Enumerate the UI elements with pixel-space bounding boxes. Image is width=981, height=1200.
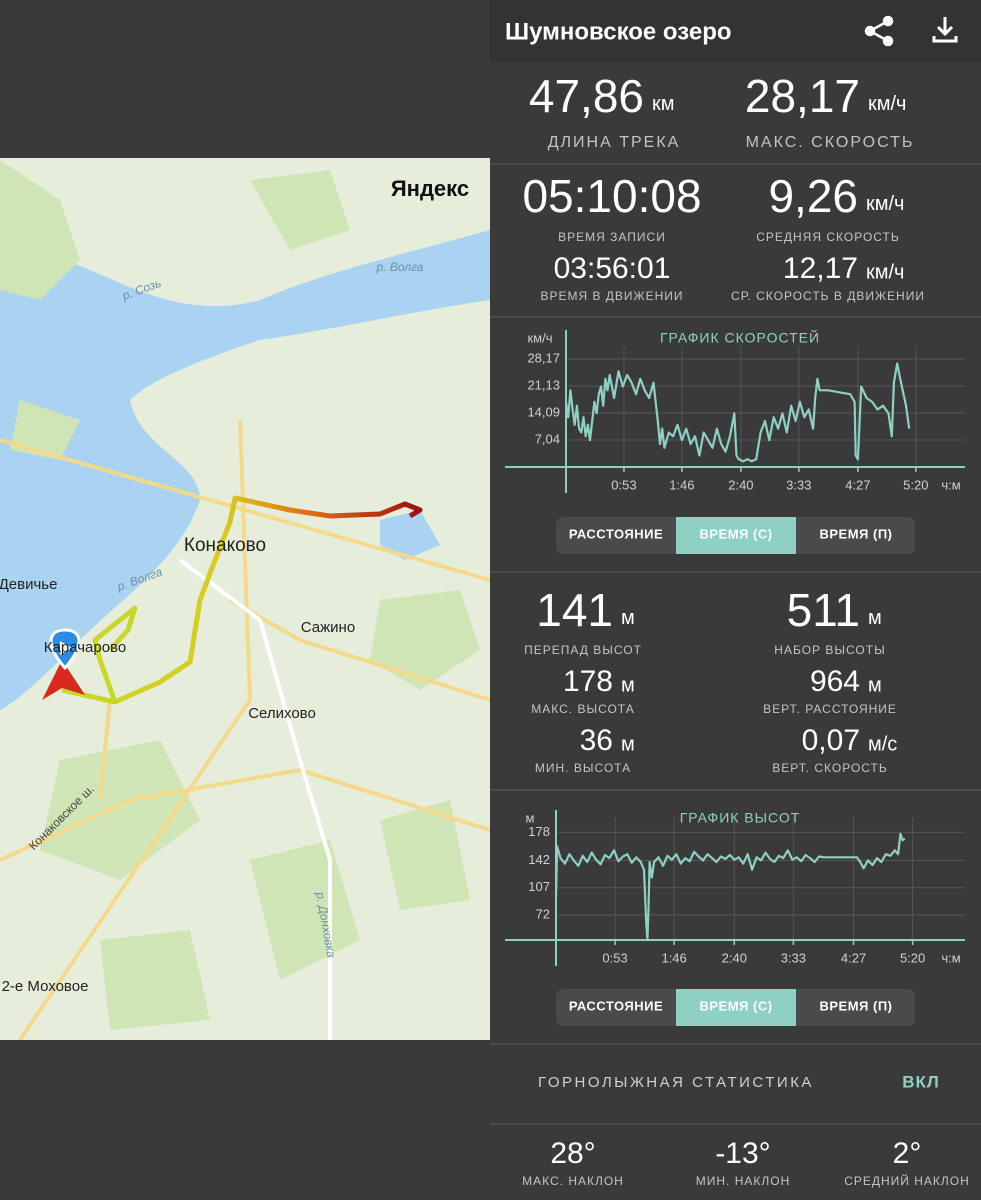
x-tick-label: 1:46	[661, 950, 686, 965]
stat-value: 28°	[550, 1137, 595, 1170]
y-axis-label: км/ч	[527, 330, 552, 345]
x-tick-label: 5:20	[903, 477, 928, 492]
segment-active	[676, 517, 796, 554]
stat-label: МИН. НАКЛОН	[696, 1174, 791, 1188]
section-title: ГОРНОЛЫЖНАЯ СТАТИСТИКА	[538, 1074, 814, 1091]
stat-unit: км	[652, 93, 675, 115]
segment-button[interactable]: ВРЕМЯ (С)	[699, 526, 772, 541]
x-tick-label: 0:53	[611, 477, 636, 492]
x-axis-label: ч:м	[941, 477, 960, 492]
stat-label: ПЕРЕПАД ВЫСОТ	[524, 643, 642, 657]
stat-label: НАБОР ВЫСОТЫ	[774, 643, 885, 657]
segment-button[interactable]: ВРЕМЯ (С)	[699, 998, 772, 1013]
y-tick-label: 7,04	[535, 431, 560, 446]
x-tick-label: 0:53	[602, 950, 627, 965]
stat-label: СРЕДНИЙ НАКЛОН	[844, 1173, 970, 1188]
y-tick-label: 178	[528, 824, 550, 839]
separator	[490, 316, 981, 318]
segment-button[interactable]: ВРЕМЯ (П)	[819, 998, 892, 1013]
stat-label: ДЛИНА ТРЕКА	[548, 134, 681, 151]
data-line	[564, 362, 911, 463]
stat-label: МИН. ВЫСОТА	[535, 761, 631, 775]
x-axis-label: ч:м	[941, 950, 960, 965]
stat-value: 12,17	[783, 252, 858, 285]
map-label: Карачарово	[44, 639, 126, 656]
share-icon[interactable]	[864, 15, 894, 47]
stat-label: СР. СКОРОСТЬ В ДВИЖЕНИИ	[731, 289, 925, 303]
stat-label: МАКС. СКОРОСТЬ	[746, 134, 915, 151]
stat-label: ВЕРТ. СКОРОСТЬ	[772, 761, 888, 775]
segment-active	[676, 989, 796, 1026]
separator	[490, 571, 981, 573]
stat-value: 9,26	[768, 170, 858, 222]
map-label: Девичье	[0, 576, 57, 593]
x-tick-label: 2:40	[728, 477, 753, 492]
header-bar	[490, 0, 981, 62]
stat-unit: м	[621, 733, 635, 755]
y-tick-label: 72	[536, 906, 550, 921]
stat-value: 141	[536, 584, 613, 636]
separator	[490, 1123, 981, 1125]
x-tick-label: 2:40	[722, 950, 747, 965]
stat-value: 178	[563, 665, 613, 698]
map	[0, 158, 490, 1040]
y-tick-label: 14,09	[527, 404, 560, 419]
x-tick-label: 4:27	[841, 950, 866, 965]
x-tick-label: 3:33	[786, 477, 811, 492]
segment-button[interactable]: РАССТОЯНИЕ	[569, 998, 663, 1013]
stat-unit: м	[868, 674, 882, 696]
chart-title: ГРАФИК ВЫСОТ	[680, 810, 801, 826]
stat-value: 28,17	[745, 70, 860, 122]
toggle[interactable]: ВКЛ	[902, 1072, 940, 1091]
map-label: Конаково	[184, 535, 266, 556]
stat-unit: м	[621, 607, 635, 629]
stat-value: 511	[787, 584, 860, 636]
separator	[490, 163, 981, 165]
map-label: 2-е Моховое	[2, 978, 89, 995]
y-tick-label: 28,17	[527, 350, 560, 365]
map-label: Селихово	[248, 705, 316, 722]
y-tick-label: 142	[528, 852, 550, 867]
stat-value: 03:56:01	[554, 252, 671, 285]
x-tick-label: 1:46	[669, 477, 694, 492]
stat-label: МАКС. НАКЛОН	[522, 1174, 624, 1188]
stat-label: ВРЕМЯ ЗАПИСИ	[558, 230, 666, 244]
map-logo: Яндекс	[391, 176, 469, 201]
stat-value: 36	[580, 724, 613, 757]
stat-unit: м	[868, 607, 882, 629]
download-icon[interactable]	[932, 17, 958, 43]
stat-value: -13°	[715, 1137, 770, 1170]
segment-button[interactable]: ВРЕМЯ (П)	[819, 526, 892, 541]
map-label: р. Волга	[376, 260, 424, 274]
x-tick-label: 4:27	[845, 477, 870, 492]
stat-label: СРЕДНЯЯ СКОРОСТЬ	[756, 230, 900, 244]
stat-unit: км/ч	[868, 93, 906, 115]
stat-value: 47,86	[529, 70, 644, 122]
stat-label: ВРЕМЯ В ДВИЖЕНИИ	[540, 289, 683, 303]
y-tick-label: 21,13	[527, 377, 560, 392]
stat-value: 2°	[893, 1137, 922, 1170]
title: Шумновское озеро	[505, 18, 732, 45]
map-label: Сажино	[301, 619, 355, 636]
separator	[490, 1043, 981, 1045]
stat-label: ВЕРТ. РАССТОЯНИЕ	[763, 702, 897, 716]
stat-label: МАКС. ВЫСОТА	[531, 702, 635, 716]
y-axis-label: м	[526, 810, 535, 825]
stat-value: 964	[810, 665, 860, 698]
chart-title: ГРАФИК СКОРОСТЕЙ	[660, 329, 820, 346]
stat-unit: м/с	[868, 733, 897, 755]
stat-unit: км/ч	[866, 193, 904, 215]
x-tick-label: 5:20	[900, 950, 925, 965]
stat-unit: м	[621, 674, 635, 696]
stat-value: 05:10:08	[522, 170, 701, 222]
x-tick-label: 3:33	[781, 950, 806, 965]
segment-button[interactable]: РАССТОЯНИЕ	[569, 526, 663, 541]
stat-unit: км/ч	[866, 261, 904, 283]
separator	[490, 789, 981, 791]
stat-value: 0,07	[802, 724, 860, 757]
y-tick-label: 107	[528, 879, 550, 894]
data-line	[554, 832, 906, 942]
